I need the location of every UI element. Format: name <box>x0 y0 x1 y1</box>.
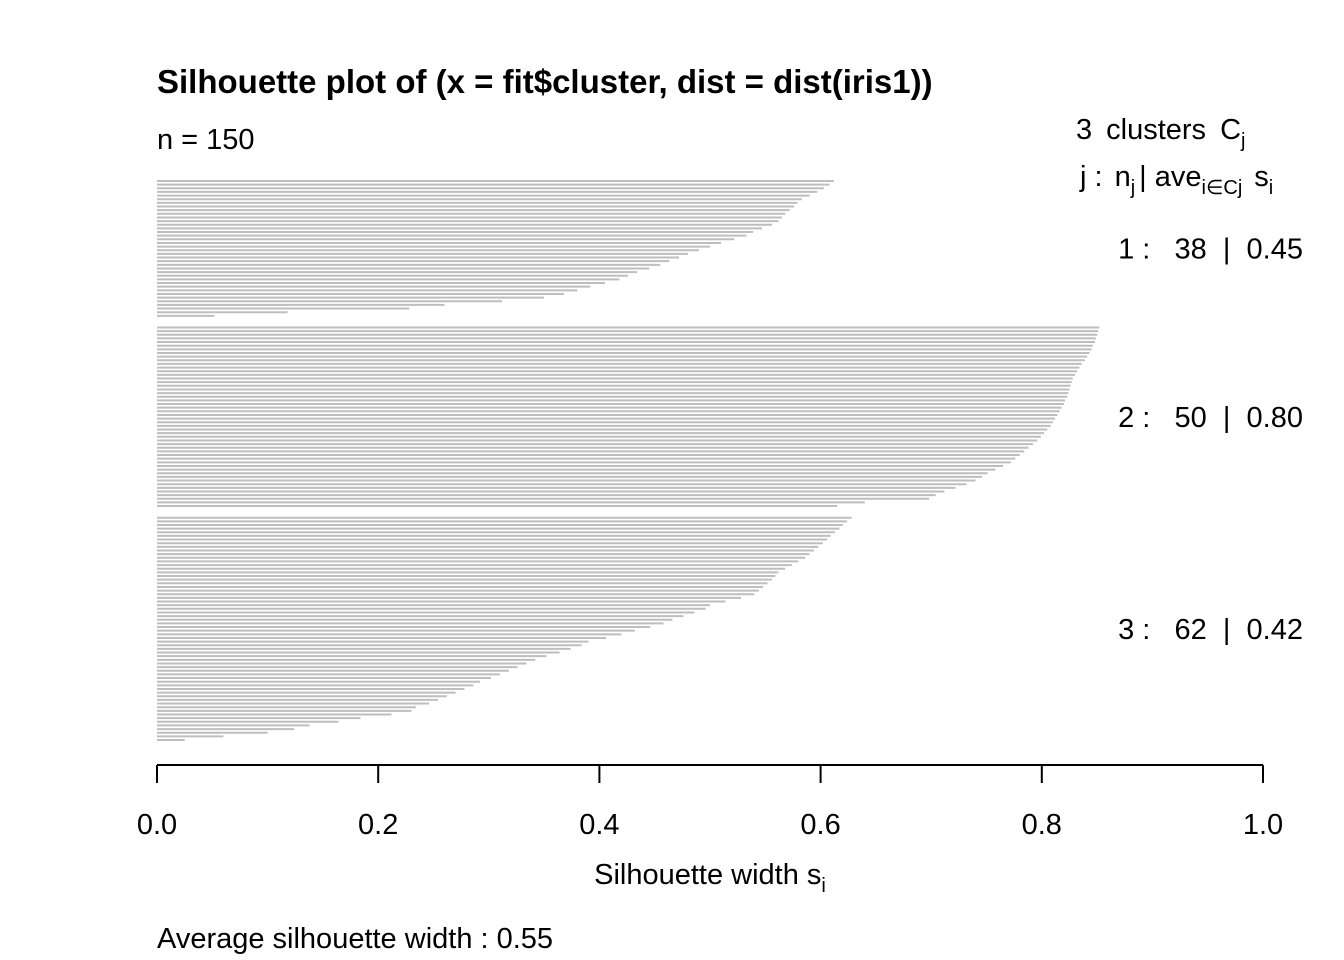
x-axis-label: Silhouette width si <box>594 859 826 897</box>
legend-s: s <box>1254 161 1269 193</box>
x-tick-label-3: 0.6 <box>800 809 840 841</box>
legend-n-sub: j <box>1130 177 1135 199</box>
legend-ave-sub: i∈Cj <box>1202 177 1243 199</box>
legend-j: j : <box>1079 161 1103 193</box>
cluster-label-2: 2 : 50 | 0.80 <box>1118 402 1303 434</box>
cluster-label-1: 1 : 38 | 0.45 <box>1118 233 1303 265</box>
legend-C-sub: j <box>1240 130 1245 152</box>
legend-header-line2: j : nj | avei∈Cj si <box>1079 161 1273 199</box>
bars-group <box>157 180 1100 741</box>
x-tick-label-5: 1.0 <box>1243 809 1283 841</box>
legend-s-sub: i <box>1269 177 1273 199</box>
x-tick-label-0: 0.0 <box>137 809 177 841</box>
cluster-labels-group: 1 : 38 | 0.45 2 : 50 | 0.80 3 : 62 | 0.42 <box>1118 233 1303 645</box>
x-axis-label-sub: i <box>821 875 825 897</box>
x-axis: 0.0 0.2 0.4 0.6 0.8 1.0 <box>137 764 1283 841</box>
x-axis-label-main: Silhouette width s <box>594 859 821 891</box>
chart-title: Silhouette plot of (x = fit$cluster, dis… <box>157 63 933 100</box>
legend-n: n <box>1115 161 1131 193</box>
x-tick-label-4: 0.8 <box>1022 809 1062 841</box>
legend-count: 3 <box>1076 114 1092 146</box>
legend-clusters-word: clusters <box>1106 114 1206 146</box>
legend-C: C <box>1220 114 1241 146</box>
legend-ave: | ave <box>1139 161 1201 193</box>
x-tick-label-1: 0.2 <box>358 809 398 841</box>
n-label: n = 150 <box>157 124 255 156</box>
cluster-label-3: 3 : 62 | 0.42 <box>1118 614 1303 646</box>
average-silhouette-footer: Average silhouette width : 0.55 <box>157 923 553 955</box>
x-tick-label-2: 0.4 <box>579 809 619 841</box>
legend-header-line1: 3 clusters Cj <box>1076 114 1245 152</box>
